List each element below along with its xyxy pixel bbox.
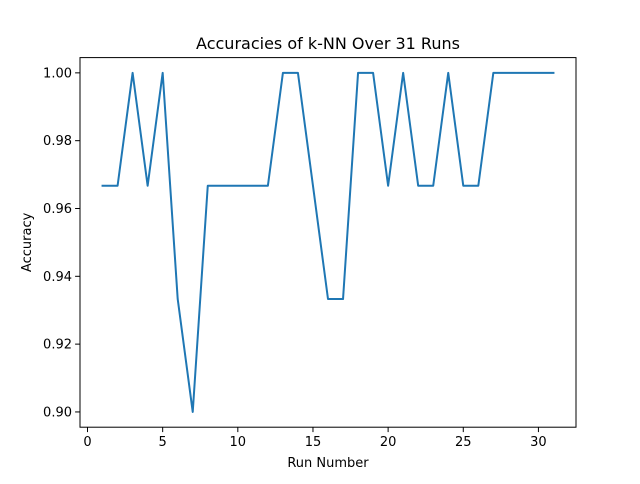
y-tick-label: 0.92 [43,338,72,353]
y-tick-label: 0.94 [43,270,72,285]
y-axis-label: Accuracy [20,212,35,272]
plot-area [101,71,555,413]
y-axis-ticks: 0.90 0.92 0.94 0.96 0.98 1.00 [43,66,80,420]
x-tick-label: 0 [83,435,91,450]
x-axis-ticks: 0 5 10 15 20 25 30 [83,427,547,450]
y-tick-label: 0.96 [43,202,72,217]
x-tick-label: 15 [305,435,322,450]
x-tick-label: 30 [530,435,547,450]
y-tick-label: 1.00 [43,66,72,81]
y-tick-label: 0.90 [43,405,72,420]
x-axis-label: Run Number [287,456,369,471]
x-tick-label: 10 [230,435,247,450]
chart-title: Accuracies of k-NN Over 31 Runs [196,34,460,53]
x-tick-label: 5 [159,435,167,450]
accuracy-series-line [101,71,555,413]
y-tick-label: 0.98 [43,134,72,149]
x-tick-label: 25 [455,435,472,450]
x-tick-label: 20 [380,435,397,450]
axes-frame [79,57,577,428]
